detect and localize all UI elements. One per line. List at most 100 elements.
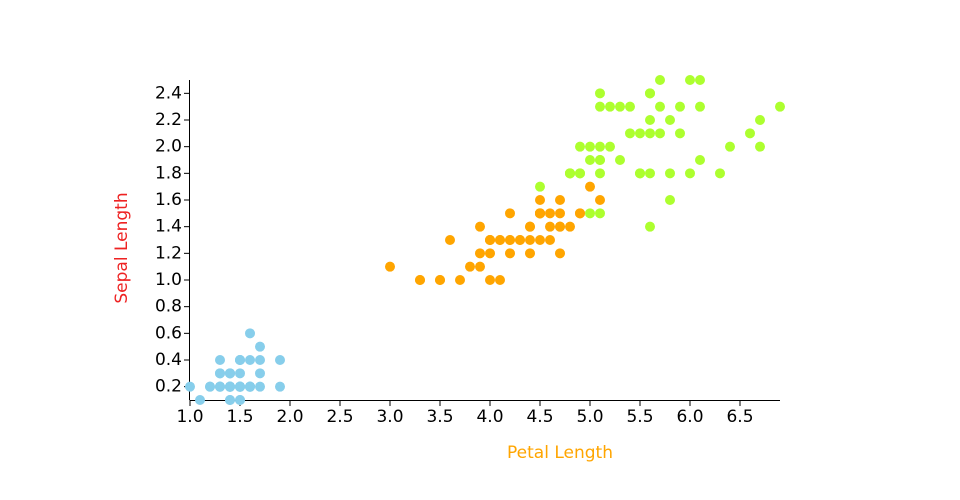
y-tick-label: 1.8: [155, 163, 182, 183]
point: [675, 101, 685, 112]
point: [245, 328, 255, 339]
x-tick-label: 3.5: [426, 407, 453, 427]
y-tick-label: 1.0: [155, 270, 182, 290]
point: [255, 355, 265, 365]
point: [255, 341, 265, 352]
x-tick-label: 2.0: [276, 407, 303, 427]
point: [655, 128, 665, 139]
y-tick-label: 0.8: [155, 297, 182, 317]
point: [625, 128, 635, 139]
point: [585, 208, 595, 219]
point: [435, 275, 445, 285]
point: [485, 275, 495, 285]
point: [505, 248, 515, 259]
point: [695, 75, 705, 85]
point: [205, 381, 215, 392]
y-tick-label: 0.4: [155, 350, 182, 370]
point: [635, 128, 645, 139]
point: [605, 141, 615, 152]
point: [525, 221, 535, 232]
y-tick-label: 0.6: [155, 323, 182, 343]
y-tick-label: 2.2: [155, 110, 182, 130]
point: [415, 275, 425, 285]
point: [695, 155, 705, 165]
point: [455, 275, 465, 285]
point: [535, 195, 545, 205]
x-tick-label: 4.5: [526, 407, 553, 427]
point: [505, 235, 515, 245]
point: [635, 168, 645, 179]
point: [555, 248, 565, 259]
point: [665, 168, 675, 179]
point: [185, 381, 195, 392]
point: [575, 141, 585, 152]
point: [645, 168, 655, 179]
point: [585, 141, 595, 152]
point: [715, 168, 725, 179]
point: [225, 381, 235, 392]
point: [245, 381, 255, 392]
point: [235, 368, 245, 379]
x-tick-label: 3.0: [376, 407, 403, 427]
point: [225, 395, 235, 405]
y-tick-label: 2.0: [155, 137, 182, 157]
point: [615, 101, 625, 112]
point: [745, 128, 755, 139]
point: [535, 235, 545, 245]
point: [595, 208, 605, 219]
y-tick-label: 1.2: [155, 243, 182, 263]
point: [575, 208, 585, 219]
point: [595, 195, 605, 205]
x-axis-title: Petal Length: [507, 443, 613, 463]
x-tick-label: 5.0: [576, 407, 603, 427]
point: [525, 235, 535, 245]
point: [275, 355, 285, 365]
point: [595, 88, 605, 99]
point: [535, 181, 545, 192]
point: [275, 381, 285, 392]
point: [565, 168, 575, 179]
x-tick-label: 6.0: [676, 407, 703, 427]
y-tick-label: 1.4: [155, 217, 182, 237]
point: [235, 381, 245, 392]
point: [555, 208, 565, 219]
point: [645, 88, 655, 99]
point: [615, 155, 625, 165]
point: [595, 155, 605, 165]
y-axis-title: Sepal Length: [112, 192, 132, 303]
x-tick-label: 6.5: [726, 407, 753, 427]
point: [495, 235, 505, 245]
point: [245, 355, 255, 365]
point: [545, 221, 555, 232]
point: [685, 168, 695, 179]
point: [565, 221, 575, 232]
point: [605, 101, 615, 112]
point: [485, 248, 495, 259]
point: [655, 101, 665, 112]
point: [255, 381, 265, 392]
point: [475, 221, 485, 232]
point: [725, 141, 735, 152]
point: [695, 101, 705, 112]
point: [595, 101, 605, 112]
point: [675, 128, 685, 139]
point: [645, 128, 655, 139]
point: [385, 261, 395, 272]
x-tick-label: 1.0: [176, 407, 203, 427]
point: [665, 115, 675, 125]
point: [755, 141, 765, 152]
y-tick-label: 1.6: [155, 190, 182, 210]
point: [585, 181, 595, 192]
point: [505, 208, 515, 219]
point: [645, 221, 655, 232]
point: [235, 355, 245, 365]
point: [535, 208, 545, 219]
point: [215, 368, 225, 379]
point: [655, 75, 665, 85]
point: [645, 115, 655, 125]
point: [475, 248, 485, 259]
point: [215, 381, 225, 392]
point: [555, 221, 565, 232]
point: [545, 208, 555, 219]
